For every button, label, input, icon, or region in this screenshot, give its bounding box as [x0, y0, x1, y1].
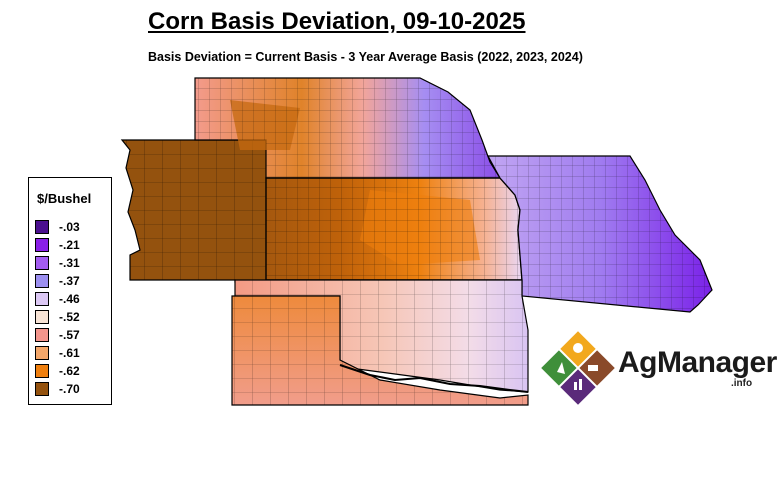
legend-item: -.21 [35, 236, 80, 253]
legend-item: -.31 [35, 254, 80, 271]
legend-item: -.46 [35, 290, 80, 307]
page-title: Corn Basis Deviation, 09-10-2025 [148, 8, 526, 35]
agmanager-logo: AgManager .info [540, 328, 777, 408]
legend-label: -.70 [59, 381, 80, 396]
legend-label: -.61 [59, 345, 80, 360]
colorado-region [120, 139, 268, 283]
logo-suffix: .info [731, 378, 753, 389]
legend-swatch [35, 273, 49, 288]
legend-title: $/Bushel [37, 191, 92, 206]
legend-label: -.52 [59, 309, 80, 324]
legend-swatch [35, 309, 49, 324]
legend-item: -.52 [35, 308, 80, 325]
legend-label: -.46 [59, 291, 80, 306]
legend-swatch [35, 291, 49, 306]
legend-item: -.37 [35, 272, 80, 289]
legend-swatch [35, 327, 49, 342]
legend-label: -.62 [59, 363, 80, 378]
river-line [339, 364, 529, 393]
logo-text: AgManager [618, 346, 777, 379]
legend-swatch [35, 237, 49, 252]
legend-label: -.03 [59, 219, 80, 234]
kansas-region [265, 177, 523, 281]
legend-item: -.61 [35, 344, 80, 361]
legend-swatch [35, 363, 49, 378]
legend-item: -.57 [35, 326, 80, 343]
legend-label: -.37 [59, 273, 80, 288]
page-subtitle: Basis Deviation = Current Basis - 3 Year… [148, 50, 583, 64]
texas-panhandle-region [231, 295, 529, 406]
legend-item: -.03 [35, 218, 80, 235]
legend-item: -.62 [35, 362, 80, 379]
legend: $/Bushel -.03 -.21 -.31 -.37 -.46 -.52 -… [28, 177, 112, 405]
legend-label: -.21 [59, 237, 80, 252]
nebraska-region [194, 77, 502, 179]
legend-swatch [35, 345, 49, 360]
legend-label: -.57 [59, 327, 80, 342]
legend-swatch [35, 255, 49, 270]
legend-swatch [35, 219, 49, 234]
logo-diamond-icon [541, 331, 615, 405]
legend-swatch [35, 381, 49, 396]
legend-item: -.70 [35, 380, 80, 397]
legend-label: -.31 [59, 255, 80, 270]
missouri-region [486, 155, 713, 313]
